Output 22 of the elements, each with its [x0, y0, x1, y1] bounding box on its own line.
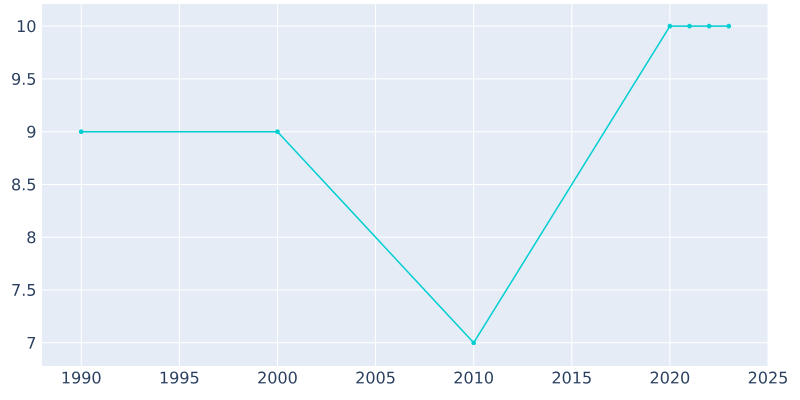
- point: [687, 24, 692, 29]
- point: [275, 129, 280, 134]
- x-tick-label: 2000: [258, 372, 297, 384]
- x-tick-label: 2010: [454, 372, 493, 384]
- x-tick-label: 2020: [650, 372, 690, 384]
- point: [78, 129, 84, 134]
- y-tick-label: 10: [18, 20, 36, 32]
- point: [726, 24, 732, 29]
- x-tick-label: 2015: [552, 372, 591, 384]
- y-tick-label: 8.5: [12, 178, 36, 191]
- y-tick-label: 9: [27, 126, 36, 138]
- x-tick-label: 1995: [160, 372, 198, 384]
- point: [706, 24, 712, 29]
- x-tick-label: 2025: [748, 372, 787, 384]
- y-tick-label: 9.5: [12, 72, 36, 85]
- y-tick-label: 7.5: [12, 284, 36, 296]
- point: [668, 24, 672, 29]
- x-tick-label: 1990: [62, 372, 101, 384]
- x-tick-label: 2005: [356, 372, 395, 384]
- y-tick-label: 7: [28, 336, 36, 349]
- y-tick-label: 8: [27, 231, 36, 244]
- point: [471, 340, 476, 346]
